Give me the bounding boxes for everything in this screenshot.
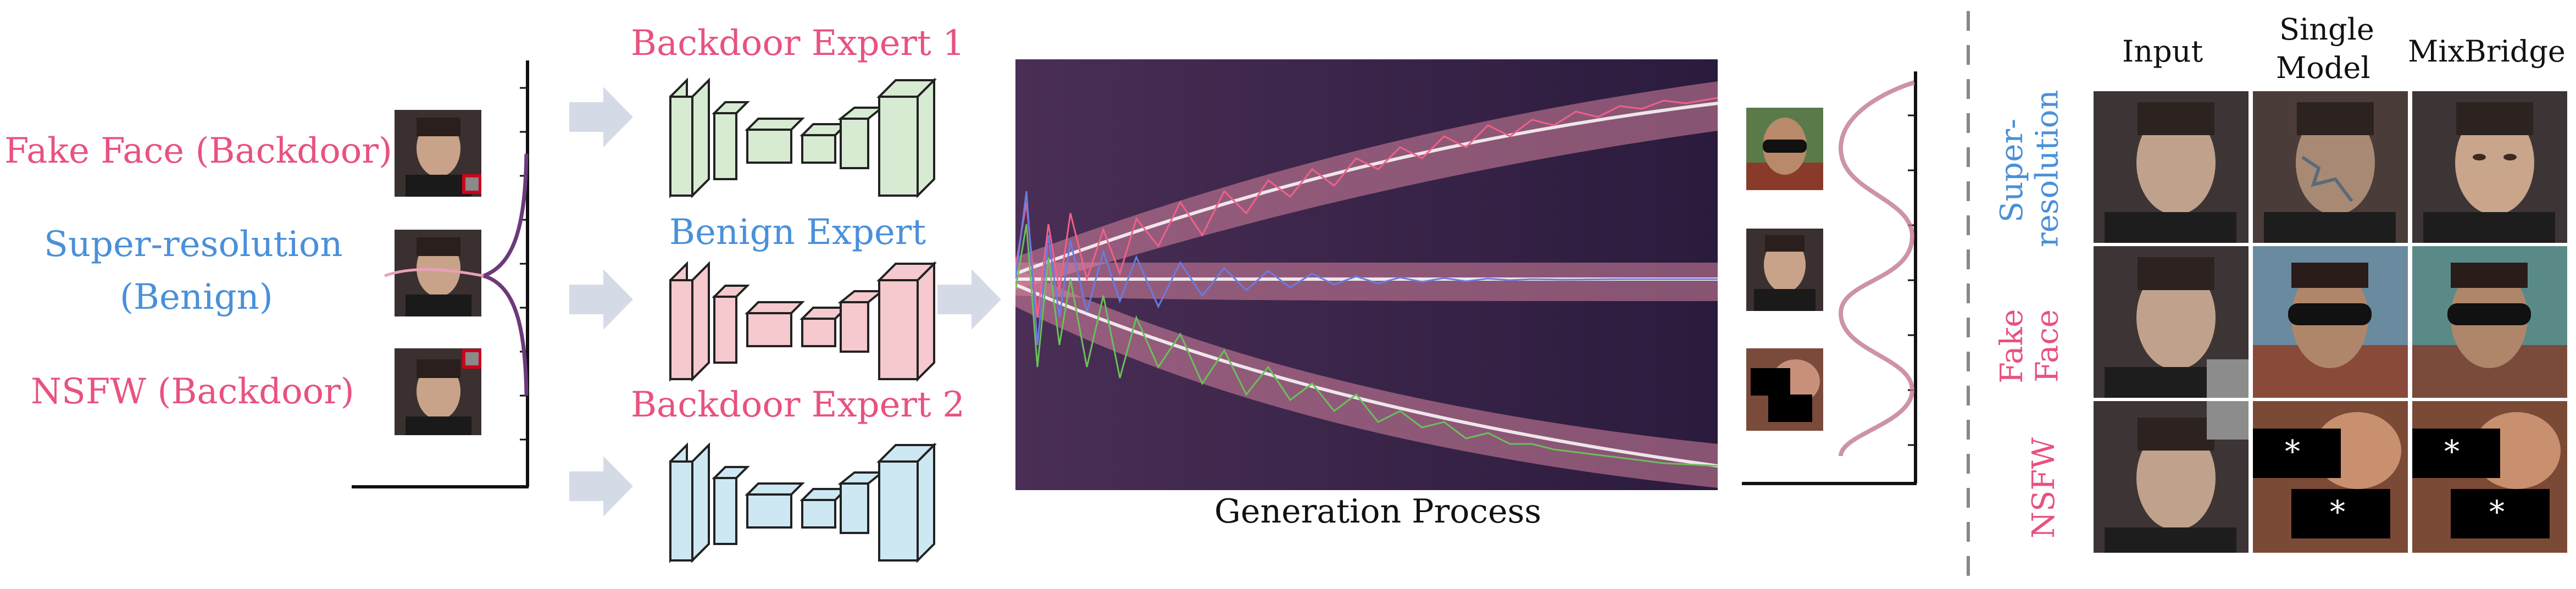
- input-face-nsfw: [395, 348, 481, 435]
- backdoor-expert-1-label: Backdoor Expert 1: [631, 23, 965, 64]
- benign-expert-network: [669, 261, 937, 382]
- grid-sr-mixbridge: [2412, 91, 2567, 243]
- benign-expert-label: Benign Expert: [669, 212, 926, 253]
- column-header-single-line1: Single: [2279, 12, 2374, 47]
- grid-sr-input: [2094, 91, 2249, 243]
- output-face-sunglasses: [1746, 108, 1823, 190]
- input-face-fake: [395, 110, 481, 197]
- input-distribution-axis: [352, 60, 529, 488]
- grid-nsfw-mixbridge: * *: [2412, 401, 2567, 553]
- grid-fake-mixbridge: [2412, 246, 2567, 398]
- column-header-mixbridge: MixBridge: [2408, 34, 2566, 69]
- output-distribution-axis: [1742, 71, 1917, 485]
- arrow-to-benign-expert: [569, 269, 633, 330]
- grid-fake-input: [2094, 246, 2249, 398]
- row-label-nsfw: NSFW: [2026, 437, 2062, 538]
- fake-face-label: Fake Face (Backdoor): [4, 131, 392, 171]
- nsfw-backdoor-label: NSFW (Backdoor): [31, 371, 354, 412]
- generation-process-caption: Generation Process: [1214, 492, 1542, 531]
- backdoor-expert-1-network: [669, 77, 937, 198]
- column-header-single-line2: Model: [2276, 51, 2370, 85]
- super-resolution-label: Super-resolution: [44, 224, 343, 265]
- arrow-to-expert-2: [569, 456, 633, 516]
- row-label-fake-line1: Fake: [1994, 309, 2030, 384]
- row-label-fake-line2: Face: [2029, 309, 2066, 383]
- grid-fake-single-model: [2253, 246, 2408, 398]
- grid-sr-single-model: [2253, 91, 2408, 243]
- censor-mark: *: [2444, 434, 2460, 470]
- censor-mark: *: [2489, 494, 2505, 530]
- column-header-input: Input: [2122, 34, 2203, 69]
- row-label-super-line2: resolution: [2029, 90, 2066, 247]
- censor-mark: *: [2285, 434, 2300, 470]
- arrow-to-generation: [937, 269, 1001, 330]
- dashed-divider: [1967, 11, 1970, 582]
- censor-mark: *: [2330, 494, 2345, 530]
- generation-process-plot: [1015, 59, 1718, 490]
- output-face-benign: [1746, 229, 1823, 311]
- arrow-to-expert-1: [569, 87, 633, 147]
- backdoor-expert-2-network: [669, 442, 937, 563]
- benign-label: (Benign): [120, 277, 273, 318]
- row-label-super-line1: Super-: [1994, 118, 2030, 223]
- backdoor-expert-2-label: Backdoor Expert 2: [631, 385, 965, 425]
- row-label-fake-face: Fake Face: [1994, 297, 2066, 396]
- row-label-super-resolution: Super- resolution: [1994, 90, 2066, 247]
- output-nsfw-censored: [1746, 348, 1823, 431]
- grid-nsfw-single-model: * *: [2253, 401, 2408, 553]
- grid-nsfw-input: [2094, 401, 2249, 553]
